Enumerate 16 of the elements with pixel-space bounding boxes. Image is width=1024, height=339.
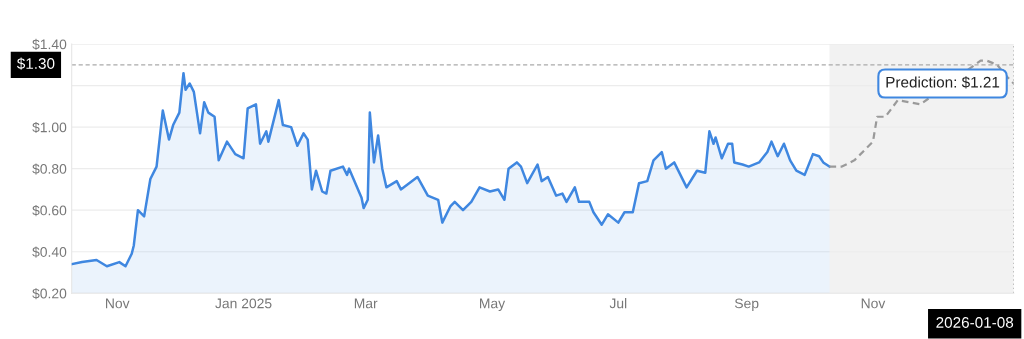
x-tick-label: Jul xyxy=(609,298,627,309)
y-tick-label: $1.00 xyxy=(32,121,67,134)
y-tick-label: $0.20 xyxy=(32,287,67,300)
x-tick-label: Nov xyxy=(861,298,886,309)
x-tick-label: Sep xyxy=(734,298,759,312)
x-tick-label: Jan 2025 xyxy=(215,298,272,309)
x-tick-label: Nov xyxy=(106,298,130,309)
y-tick-label: $0.40 xyxy=(32,246,67,258)
y-tick-label: $0.80 xyxy=(32,163,67,175)
annotation: Prediction: $1.21 xyxy=(886,76,1000,89)
x-tick-label: May xyxy=(480,298,506,312)
y-tick-label: $1.40 xyxy=(32,38,67,51)
text: 2026-01-08 xyxy=(936,317,1014,328)
ref-line-label: $1.30 xyxy=(16,57,55,70)
y-tick-label: $0.60 xyxy=(32,204,67,217)
x-tick-label: Mar xyxy=(354,298,378,309)
